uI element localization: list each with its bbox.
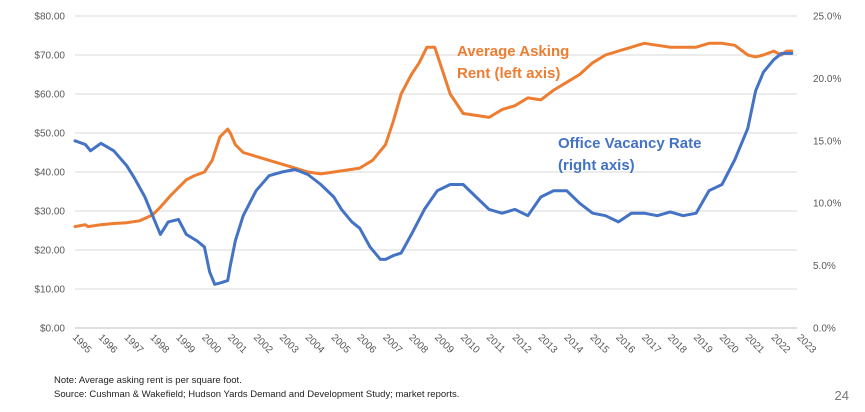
rent-annotation: Average Asking Rent (left axis) — [457, 43, 569, 82]
x-tick-label: 2017 — [639, 332, 663, 356]
x-tick-label: 2003 — [277, 332, 301, 356]
left-tick-label: $70.00 — [34, 51, 65, 62]
right-tick-label: 20.0% — [813, 74, 841, 85]
x-tick-label: 1996 — [96, 332, 120, 356]
x-tick-label: 2020 — [717, 332, 741, 356]
vacancy-series-line — [73, 51, 794, 286]
right-tick-label: 5.0% — [813, 261, 836, 272]
vacancy-annotation-line-1: Office Vacancy Rate — [558, 135, 701, 152]
right-axis-ticks: 0.0% 5.0% 10.0% 15.0% 20.0% 25.0% — [813, 12, 841, 335]
x-tick-label: 2009 — [432, 332, 456, 356]
left-tick-label: $0.00 — [40, 324, 65, 335]
x-tick-label: 2019 — [691, 332, 715, 356]
x-tick-label: 2006 — [355, 332, 379, 356]
x-tick-label: 2008 — [406, 332, 430, 356]
x-tick-label: 2001 — [225, 332, 249, 356]
series-lines — [73, 41, 794, 286]
x-tick-label: 2005 — [329, 332, 353, 356]
x-tick-label: 1997 — [122, 332, 146, 356]
x-tick-label: 1995 — [70, 332, 94, 356]
rent-annotation-line-1: Average Asking — [457, 43, 569, 60]
x-tick-label: 2012 — [510, 332, 534, 356]
x-tick-label: 1999 — [173, 332, 197, 356]
vacancy-annotation: Office Vacancy Rate (right axis) — [558, 135, 701, 174]
footnote: Note: Average asking rent is per square … — [54, 375, 242, 386]
x-tick-label: 2022 — [769, 332, 793, 356]
rent-vacancy-chart: $0.00 $10.00 $20.00 $30.00 $40.00 $50.00 $60.0… — [34, 12, 841, 357]
x-axis-ticks: 1995 1996 1997 1998 1999 2000 2001 2002 2003 2004… — [70, 332, 818, 356]
left-tick-label: $10.00 — [34, 285, 65, 296]
left-tick-label: $20.00 — [34, 246, 65, 257]
left-axis-ticks: $0.00 $10.00 $20.00 $30.00 $40.00 $50.00 $60.0… — [34, 12, 65, 335]
x-tick-label: 2011 — [484, 332, 507, 355]
vacancy-annotation-line-2: (right axis) — [558, 157, 635, 174]
x-tick-label: 2013 — [536, 332, 560, 356]
gridlines — [75, 15, 797, 329]
rent-series-line — [73, 41, 794, 229]
left-tick-label: $40.00 — [34, 168, 65, 179]
rent-annotation-line-2: Rent (left axis) — [457, 65, 560, 82]
right-tick-label: 0.0% — [813, 324, 836, 335]
x-tick-label: 2004 — [303, 332, 327, 356]
x-tick-label: 2014 — [562, 332, 586, 356]
source-line: Source: Cushman & Wakefield; Hudson Yard… — [54, 389, 460, 400]
x-tick-label: 2021 — [743, 332, 767, 356]
x-tick-label: 2000 — [199, 332, 223, 356]
x-tick-label: 2018 — [665, 332, 689, 356]
x-tick-label: 2010 — [458, 332, 482, 356]
x-tick-label: 1998 — [148, 332, 172, 356]
x-tick-label: 2007 — [380, 332, 404, 356]
left-tick-label: $30.00 — [34, 207, 65, 218]
right-tick-label: 15.0% — [813, 136, 841, 147]
left-tick-label: $80.00 — [34, 12, 65, 23]
left-tick-label: $50.00 — [34, 129, 65, 140]
right-tick-label: 25.0% — [813, 12, 841, 23]
right-tick-label: 10.0% — [813, 199, 841, 210]
left-tick-label: $60.00 — [34, 90, 65, 101]
x-tick-label: 2016 — [613, 332, 637, 356]
page-number: 24 — [834, 388, 849, 403]
x-tick-label: 2002 — [251, 332, 275, 356]
x-tick-label: 2015 — [587, 332, 611, 356]
x-tick-label: 2023 — [794, 332, 818, 356]
